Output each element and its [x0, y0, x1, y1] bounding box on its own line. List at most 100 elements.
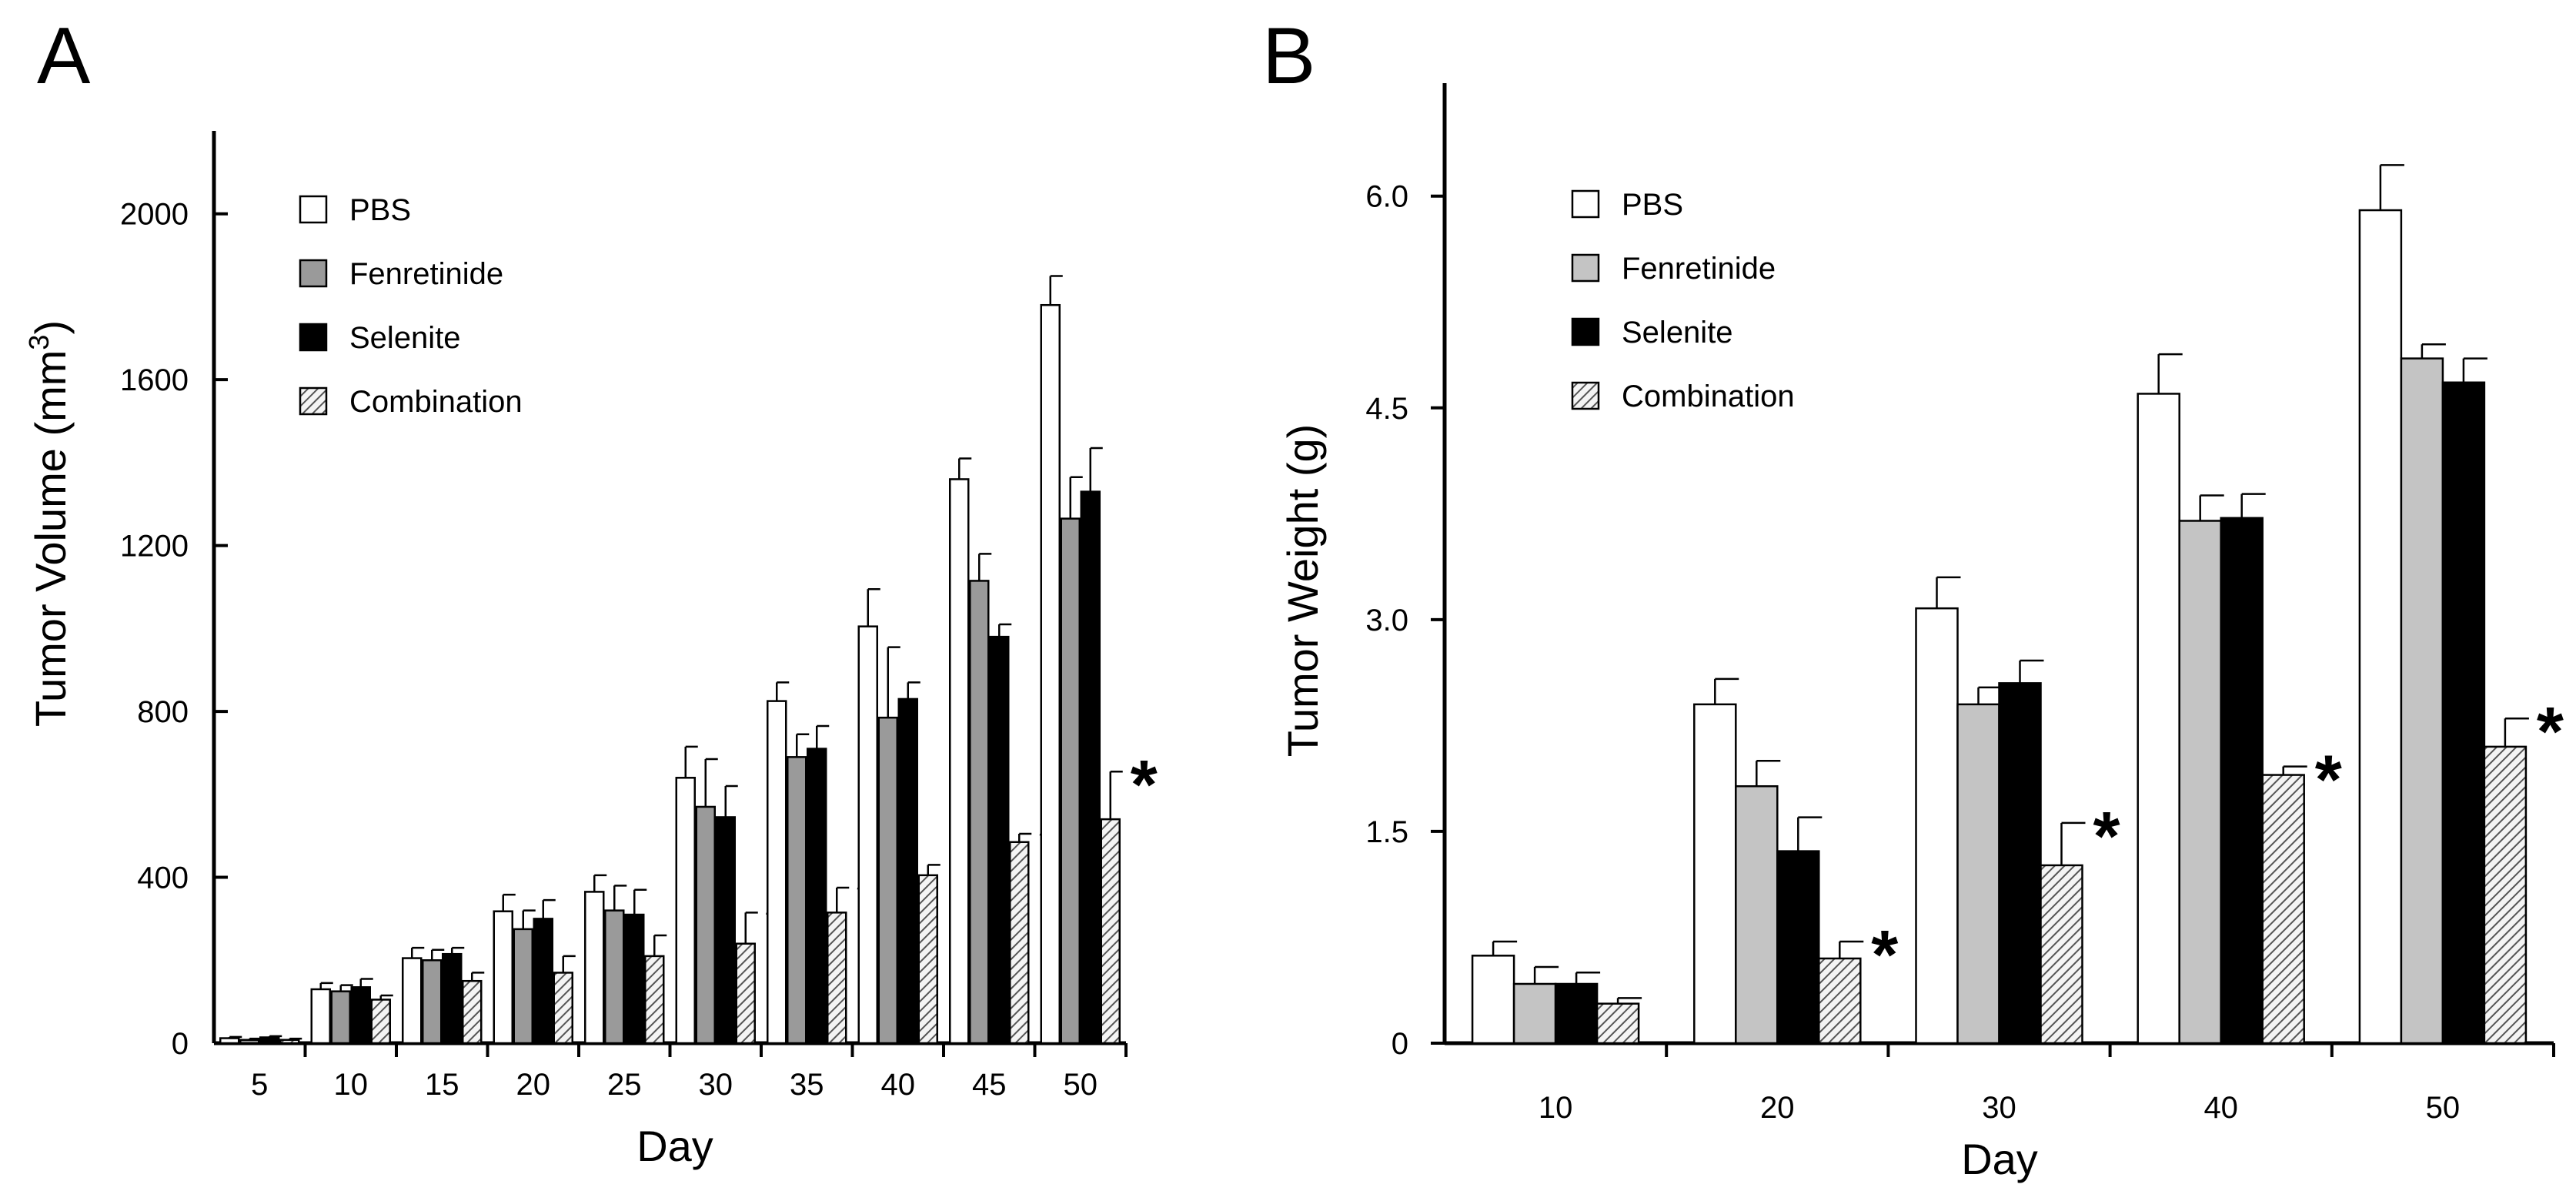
y-tick-label: 1200	[120, 530, 189, 564]
bar-pbs-day-40	[2137, 393, 2180, 1045]
bar-combination-day-40	[2261, 774, 2305, 1045]
legend-swatch-pbs	[1571, 189, 1600, 219]
panel-a-y-axis-title: Tumor Volume (mm3)	[23, 320, 75, 727]
bar-combination-day-50	[1100, 818, 1121, 1045]
bar-fenretinide-day-50	[1060, 517, 1081, 1045]
y-tick-label: 6.0	[1365, 180, 1408, 214]
bar-combination-day-15	[462, 979, 483, 1045]
x-tick-label: 20	[1760, 1091, 1795, 1125]
bar-selenite-day-20	[1776, 850, 1820, 1045]
y-tick-label: 800	[137, 695, 189, 729]
y-tick-label: 3.0	[1365, 604, 1408, 637]
bar-fenretinide-day-45	[969, 580, 990, 1045]
x-tick-label: 40	[881, 1068, 916, 1102]
bar-pbs-day-15	[402, 957, 423, 1045]
bar-fenretinide-day-20	[1735, 784, 1779, 1045]
legend-label-combination: Combination	[1622, 380, 1795, 413]
significance-star: *	[1131, 747, 1158, 824]
bar-pbs-day-10	[310, 988, 331, 1045]
bar-pbs-day-50	[2358, 209, 2403, 1045]
significance-star: *	[1871, 917, 1898, 994]
legend-label-combination: Combination	[349, 385, 523, 419]
bar-selenite-day-40	[897, 698, 918, 1045]
bar-fenretinide-day-20	[513, 928, 533, 1045]
bar-selenite-day-20	[533, 918, 553, 1045]
legend-label-pbs: PBS	[1622, 188, 1683, 222]
significance-star: *	[2315, 742, 2342, 819]
bar-selenite-day-40	[2220, 517, 2264, 1045]
legend-label-selenite: Selenite	[349, 321, 461, 355]
bar-combination-day-30	[2040, 864, 2083, 1045]
panel-b-label: B	[1262, 12, 1315, 101]
panel-b-y-axis-title: Tumor Weight (g)	[1278, 424, 1327, 758]
y-tick-label: 400	[137, 861, 189, 895]
bar-fenretinide-day-5	[239, 1039, 260, 1045]
panel-b-x-axis-title: Day	[1961, 1135, 2038, 1183]
x-tick-label: 40	[2203, 1091, 2238, 1125]
bar-fenretinide-day-10	[1512, 982, 1557, 1045]
x-tick-label: 20	[516, 1068, 551, 1102]
legend-swatch-combination	[1571, 381, 1600, 410]
bar-fenretinide-day-35	[787, 756, 807, 1045]
bar-fenretinide-day-10	[330, 990, 351, 1045]
legend-label-fenretinide: Fenretinide	[349, 257, 503, 291]
y-tick-label: 1.5	[1365, 815, 1408, 849]
y-tick-label: 0	[1392, 1027, 1408, 1061]
x-tick-label: 35	[790, 1068, 824, 1102]
bar-fenretinide-day-50	[2400, 357, 2444, 1045]
bar-selenite-day-5	[259, 1036, 280, 1045]
x-tick-label: 25	[607, 1068, 642, 1102]
legend-swatch-fenretinide	[299, 259, 328, 288]
x-tick-label: 30	[699, 1068, 733, 1102]
legend-label-fenretinide: Fenretinide	[1622, 252, 1776, 286]
y-tick-label: 4.5	[1365, 392, 1408, 426]
bar-pbs-day-25	[584, 891, 605, 1045]
bar-pbs-day-20	[1693, 703, 1737, 1045]
bar-selenite-day-15	[442, 952, 463, 1045]
significance-star: *	[2537, 694, 2564, 771]
panel-a-chart: Tumor Volume (mm3) Day 0 400 800 1200 1600 20…	[23, 131, 1158, 1170]
bar-combination-day-50	[2483, 745, 2528, 1045]
x-tick-label: 5	[251, 1068, 268, 1102]
bar-fenretinide-day-30	[1956, 703, 2000, 1045]
bar-fenretinide-day-40	[877, 716, 898, 1045]
legend-swatch-combination	[299, 386, 328, 416]
legend-swatch-selenite	[299, 323, 328, 352]
bar-combination-day-20	[1818, 957, 1862, 1045]
bar-combination-day-10	[370, 999, 391, 1045]
bar-selenite-day-10	[1554, 982, 1599, 1045]
legend-swatch-fenretinide	[1571, 253, 1600, 283]
bar-combination-day-30	[735, 942, 756, 1045]
bar-combination-day-25	[644, 955, 665, 1045]
bar-selenite-day-30	[715, 816, 736, 1045]
legend-label-pbs: PBS	[349, 193, 411, 227]
bar-selenite-day-25	[624, 913, 645, 1045]
panel-a-label: A	[37, 12, 91, 101]
x-tick-label: 30	[1982, 1091, 2016, 1125]
bar-selenite-day-45	[989, 635, 1010, 1045]
y-tick-label: 1600	[120, 363, 189, 397]
bar-combination-day-40	[917, 874, 938, 1045]
bar-selenite-day-30	[1998, 682, 2042, 1045]
legend-swatch-pbs	[299, 195, 328, 224]
bar-pbs-day-40	[857, 625, 878, 1045]
x-tick-label: 50	[2426, 1091, 2461, 1125]
legend-swatch-selenite	[1571, 317, 1600, 346]
bar-fenretinide-day-30	[695, 805, 716, 1045]
panel-b-chart: Tumor Weight (g) Day 0 1.5 3.0 4.5 6.0 10 20 30…	[1278, 83, 2564, 1183]
bar-pbs-day-50	[1040, 303, 1061, 1045]
legend-label-selenite: Selenite	[1622, 316, 1733, 350]
x-tick-label: 10	[334, 1068, 369, 1102]
bar-fenretinide-day-25	[604, 909, 625, 1045]
x-tick-label: 50	[1064, 1068, 1098, 1102]
bar-combination-day-5	[279, 1039, 300, 1045]
significance-star: *	[2093, 798, 2120, 875]
bar-combination-day-20	[553, 972, 573, 1045]
bar-fenretinide-day-40	[2178, 520, 2222, 1045]
bar-pbs-day-30	[675, 777, 696, 1045]
bar-selenite-day-50	[2441, 381, 2486, 1045]
bar-pbs-day-5	[219, 1037, 240, 1045]
bar-fenretinide-day-15	[422, 959, 443, 1045]
y-tick-label: 2000	[120, 198, 189, 232]
